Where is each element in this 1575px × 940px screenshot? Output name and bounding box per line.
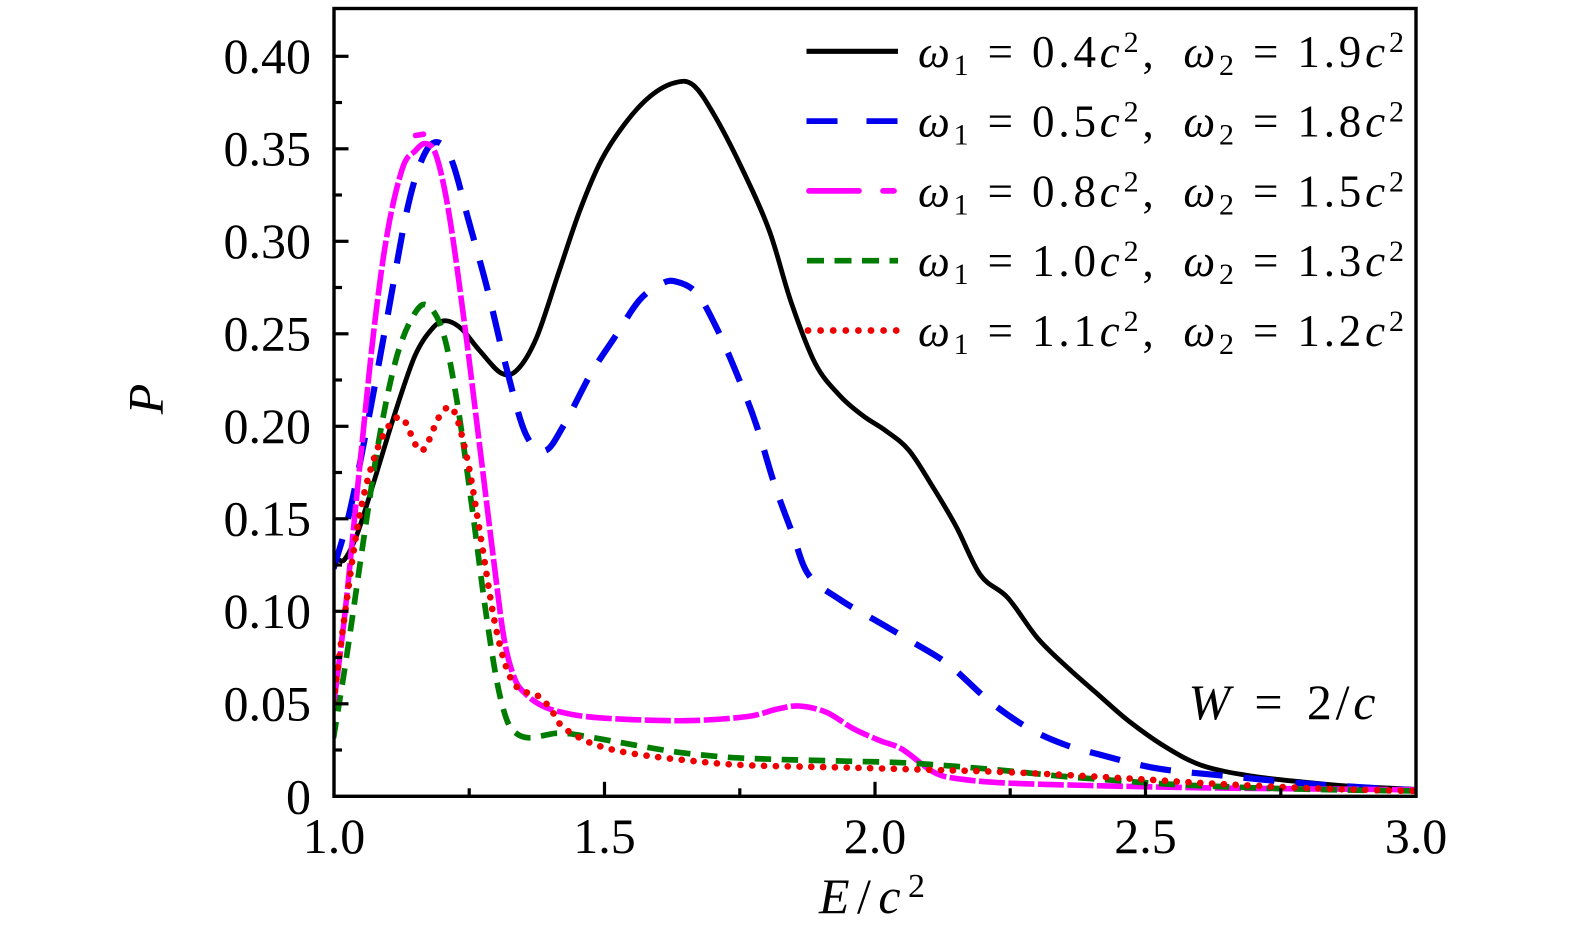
svg-text:0.30: 0.30 — [224, 213, 312, 269]
svg-text:2.0: 2.0 — [844, 808, 907, 864]
svg-text:2.5: 2.5 — [1114, 808, 1177, 864]
svg-text:3.0: 3.0 — [1385, 808, 1448, 864]
svg-text:0.25: 0.25 — [224, 306, 312, 362]
svg-text:ω1 = 0.8c2, ω2 = 1.5c2: ω1 = 0.8c 2, ω2 = 1.5c 2 — [918, 165, 1404, 221]
svg-text:0.20: 0.20 — [224, 398, 312, 454]
svg-text:1.5: 1.5 — [573, 808, 636, 864]
svg-text:0: 0 — [286, 768, 311, 824]
svg-text:ω1 = 1.1c2, ω2 = 1.2c2: ω1 = 1.1c 2, ω2 = 1.2c 2 — [918, 305, 1404, 361]
svg-text:0.15: 0.15 — [224, 491, 312, 547]
svg-text:0.35: 0.35 — [224, 121, 312, 177]
svg-text:W = 2/c: W = 2/c — [1189, 674, 1376, 730]
svg-text:P: P — [118, 384, 174, 416]
svg-text:1.0: 1.0 — [303, 808, 366, 864]
svg-text:ω1 = 0.4c2, ω2 = 1.9c2: ω1 = 0.4c 2, ω2 = 1.9c 2 — [918, 26, 1404, 82]
svg-text:0.40: 0.40 — [224, 28, 312, 84]
svg-text:0.05: 0.05 — [224, 676, 312, 732]
svg-text:ω1 = 1.0c2, ω2 = 1.3c2: ω1 = 1.0c 2, ω2 = 1.3c 2 — [918, 235, 1404, 291]
svg-text:ω1 = 0.5c2, ω2 = 1.8c2: ω1 = 0.5c 2, ω2 = 1.8c 2 — [918, 96, 1404, 152]
svg-text:0.10: 0.10 — [224, 583, 312, 639]
